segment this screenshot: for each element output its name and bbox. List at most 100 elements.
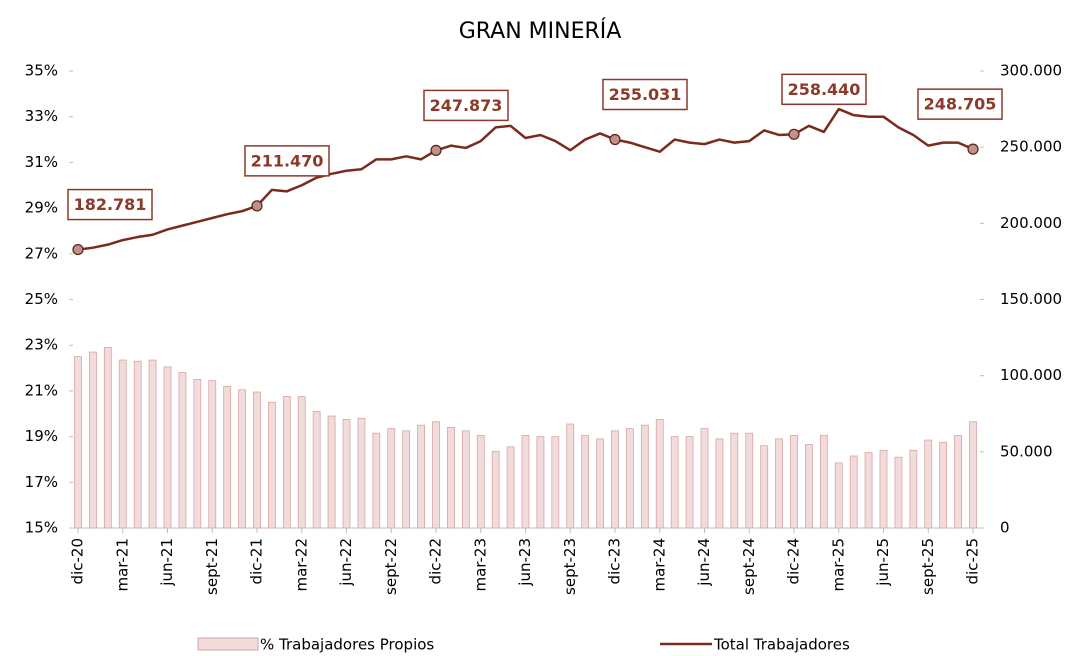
bar — [447, 427, 455, 529]
marker — [251, 200, 263, 212]
x-tick-label: mar-24 — [650, 538, 668, 592]
bar — [461, 430, 470, 529]
x-tick-label: jun-21 — [158, 538, 176, 587]
bar — [730, 432, 739, 529]
x-tick-label: sept-24 — [740, 538, 758, 595]
bar — [536, 436, 545, 529]
bar — [253, 391, 261, 529]
bar — [133, 360, 142, 529]
x-tick-label: dic-22 — [427, 538, 445, 584]
marker — [72, 243, 84, 256]
x-tick-label: jun-23 — [516, 538, 534, 587]
bar — [223, 385, 232, 529]
marker — [788, 128, 800, 140]
bar — [924, 439, 933, 529]
y-tick-label: 27% — [25, 244, 58, 262]
y-tick-label: 23% — [25, 336, 58, 354]
bar — [148, 359, 157, 529]
x-tick-label: dic-25 — [964, 538, 982, 584]
bar — [327, 415, 336, 529]
bar — [596, 438, 604, 529]
bar — [268, 401, 276, 529]
bar — [282, 396, 291, 529]
bar — [790, 435, 798, 529]
x-tick-label: dic-21 — [248, 538, 266, 584]
x-tick-label: dic-23 — [606, 538, 624, 584]
x-tick-label: dic-20 — [69, 538, 87, 584]
bar — [745, 432, 754, 529]
x-tick-label: jun-25 — [874, 538, 892, 587]
y-tick-label: 33% — [25, 107, 58, 125]
x-tick-label: mar-22 — [292, 538, 310, 592]
bar — [506, 446, 515, 529]
bar — [432, 421, 440, 529]
value-label: 247.873 — [430, 96, 503, 115]
bar — [566, 423, 575, 529]
x-tick-label: mar-23 — [471, 538, 489, 592]
y-tick-label: 21% — [25, 381, 58, 399]
bar — [163, 366, 172, 529]
bar — [372, 432, 381, 529]
bar — [238, 389, 246, 529]
y-tick-label: 31% — [25, 153, 58, 171]
value-label-box — [917, 88, 1003, 120]
bar — [640, 424, 649, 529]
y-tick-label: 19% — [25, 427, 58, 445]
marker — [430, 144, 442, 157]
bar — [894, 456, 903, 529]
y2-tick-label: 150.000 — [1000, 290, 1062, 308]
bar — [417, 424, 425, 529]
y-tick-label: 17% — [25, 473, 58, 491]
x-tick-label: dic-24 — [785, 538, 803, 584]
value-label: 182.781 — [74, 195, 147, 214]
y2-tick-label: 100.000 — [1000, 366, 1062, 384]
bar — [581, 435, 590, 529]
bar — [89, 351, 97, 529]
y2-tick-label: 200.000 — [1000, 214, 1062, 232]
y2-tick-label: 300.000 — [1000, 62, 1062, 80]
value-label-box — [67, 188, 153, 221]
bar — [954, 435, 962, 529]
legend-swatch — [197, 637, 259, 651]
bar — [805, 444, 813, 529]
marker — [609, 133, 621, 146]
bar — [342, 419, 351, 529]
value-label: 248.705 — [924, 95, 997, 114]
y-tick-label: 29% — [25, 199, 58, 217]
value-label-box — [781, 73, 867, 106]
x-tick-label: jun-24 — [695, 538, 713, 587]
bar — [849, 455, 858, 529]
bar — [491, 451, 500, 529]
value-label: 255.031 — [609, 85, 682, 104]
x-tick-label: jun-22 — [337, 538, 355, 587]
value-label-box — [602, 78, 688, 111]
y-tick-label: 25% — [25, 290, 58, 308]
bar — [357, 417, 366, 529]
x-tick-label: sept-21 — [203, 538, 221, 595]
bar — [969, 421, 977, 529]
bar — [74, 356, 82, 529]
bar — [939, 441, 948, 529]
bar — [879, 449, 888, 529]
bar — [715, 438, 724, 529]
x-tick-label: sept-25 — [919, 538, 937, 595]
y2-tick-label: 250.000 — [1000, 138, 1062, 156]
bar — [297, 396, 306, 529]
bar — [312, 411, 321, 529]
bar — [476, 435, 485, 529]
bar — [655, 419, 664, 529]
value-label: 211.470 — [251, 151, 324, 170]
y2-tick-label: 50.000 — [1000, 442, 1053, 460]
bar — [208, 380, 217, 529]
bar — [834, 462, 843, 529]
x-tick-label: mar-21 — [113, 538, 131, 592]
bar — [775, 438, 783, 529]
bar — [626, 428, 634, 529]
y-tick-label: 35% — [25, 62, 58, 80]
bar — [700, 428, 709, 529]
bar — [193, 379, 202, 529]
line — [77, 107, 974, 251]
bar — [909, 449, 918, 529]
